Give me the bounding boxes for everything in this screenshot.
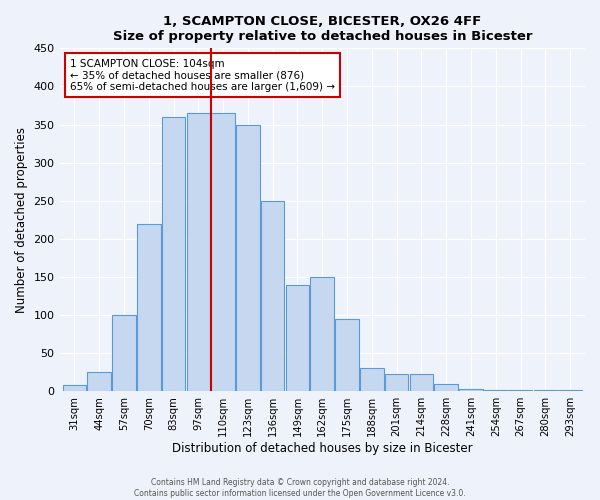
Bar — [434, 384, 458, 391]
Bar — [261, 200, 284, 391]
Bar — [286, 284, 309, 391]
Bar — [410, 374, 433, 391]
Bar — [335, 319, 359, 391]
Bar — [484, 390, 508, 391]
Bar — [385, 374, 409, 391]
Bar — [137, 224, 161, 391]
Bar — [187, 113, 210, 391]
Bar — [112, 315, 136, 391]
Text: Contains HM Land Registry data © Crown copyright and database right 2024.
Contai: Contains HM Land Registry data © Crown c… — [134, 478, 466, 498]
Bar — [162, 117, 185, 391]
Bar — [559, 390, 582, 391]
Bar — [310, 277, 334, 391]
Bar — [211, 113, 235, 391]
Bar — [236, 124, 260, 391]
Bar — [62, 385, 86, 391]
Text: 1 SCAMPTON CLOSE: 104sqm
← 35% of detached houses are smaller (876)
65% of semi-: 1 SCAMPTON CLOSE: 104sqm ← 35% of detach… — [70, 58, 335, 92]
Bar — [459, 389, 483, 391]
Y-axis label: Number of detached properties: Number of detached properties — [15, 127, 28, 313]
Bar — [360, 368, 383, 391]
Bar — [533, 390, 557, 391]
Bar — [509, 390, 532, 391]
X-axis label: Distribution of detached houses by size in Bicester: Distribution of detached houses by size … — [172, 442, 473, 455]
Bar — [88, 372, 111, 391]
Title: 1, SCAMPTON CLOSE, BICESTER, OX26 4FF
Size of property relative to detached hous: 1, SCAMPTON CLOSE, BICESTER, OX26 4FF Si… — [113, 15, 532, 43]
